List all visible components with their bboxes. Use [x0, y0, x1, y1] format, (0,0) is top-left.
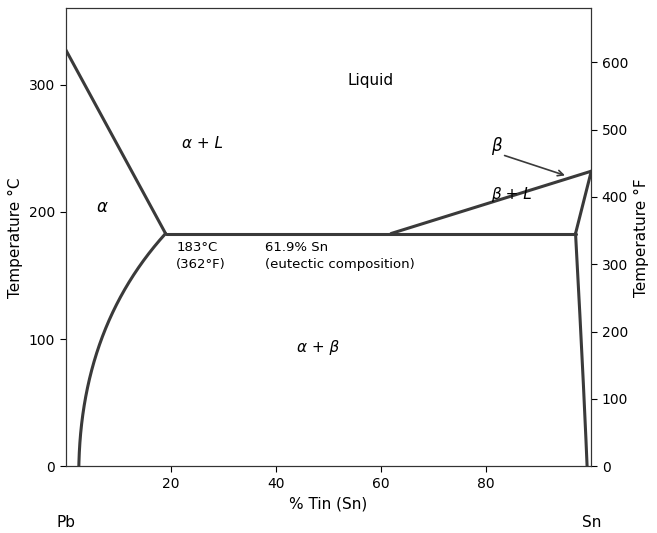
Text: 61.9% Sn
(eutectic composition): 61.9% Sn (eutectic composition)	[265, 241, 415, 271]
X-axis label: % Tin (Sn): % Tin (Sn)	[289, 496, 368, 511]
Y-axis label: Temperature °C: Temperature °C	[9, 177, 24, 297]
Text: β: β	[491, 137, 502, 155]
Text: α: α	[97, 198, 108, 216]
Text: β + L: β + L	[491, 187, 532, 202]
Text: Sn: Sn	[581, 515, 601, 530]
Text: 183°C
(362°F): 183°C (362°F)	[176, 241, 226, 271]
Text: α + L: α + L	[182, 136, 223, 151]
Text: α + β: α + β	[297, 340, 339, 355]
Y-axis label: Temperature °F: Temperature °F	[633, 178, 648, 297]
Text: Liquid: Liquid	[348, 72, 394, 87]
Text: Pb: Pb	[57, 515, 75, 530]
